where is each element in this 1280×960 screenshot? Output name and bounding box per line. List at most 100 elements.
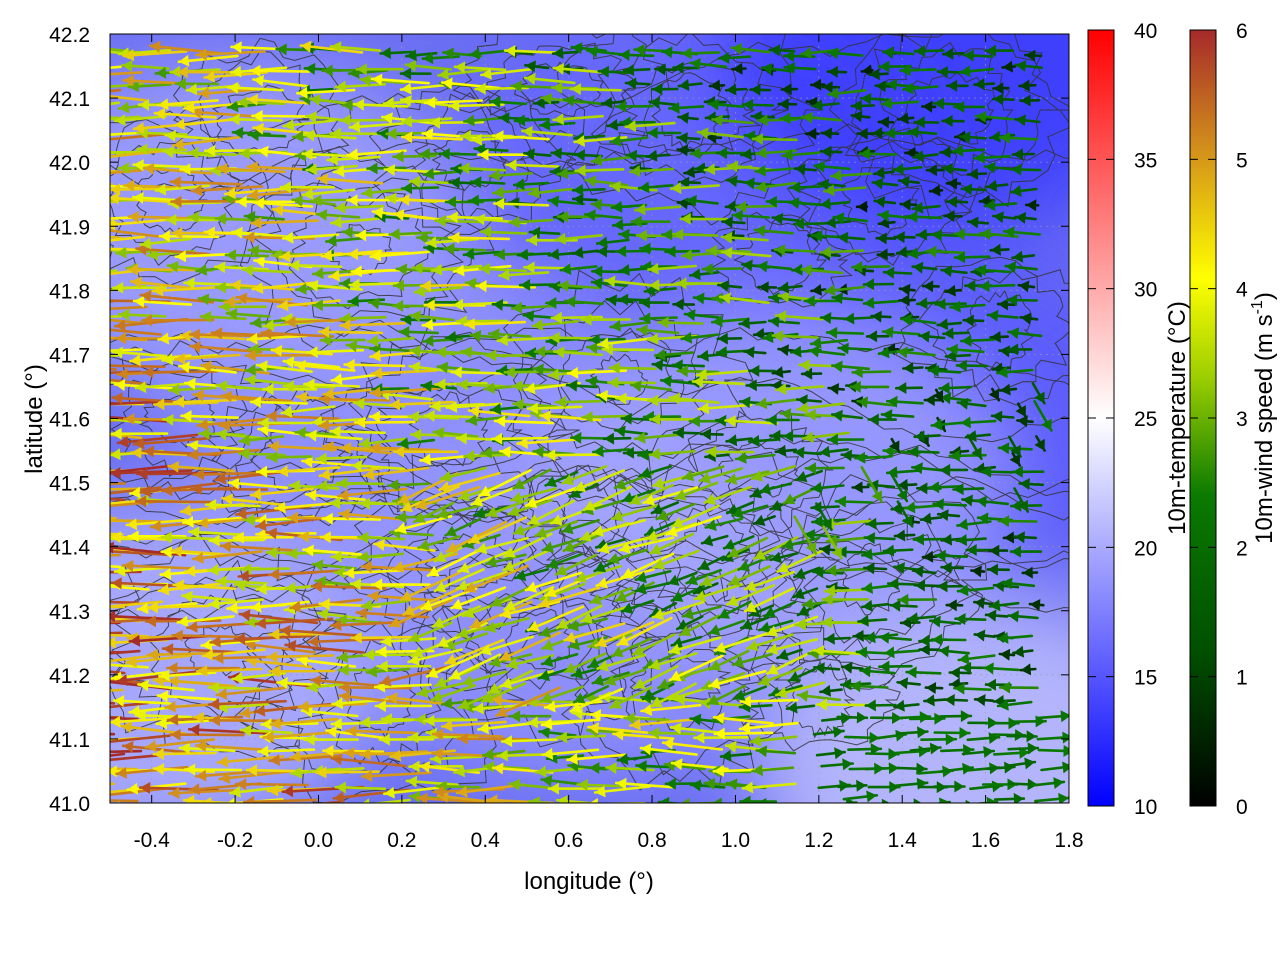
wind-arrow xyxy=(819,145,843,158)
wind-arrow xyxy=(633,431,680,444)
wind-arrow-head xyxy=(705,519,717,531)
wind-arrow-head xyxy=(702,263,713,275)
wind-arrow xyxy=(455,570,508,592)
wind-arrow-head xyxy=(465,581,477,593)
wind-arrow xyxy=(699,428,724,441)
wind-arrow xyxy=(594,802,596,803)
wind-arrow-head xyxy=(833,726,844,738)
wind-arrow xyxy=(671,359,706,372)
wind-arrow-head xyxy=(348,248,359,261)
wind-arrow xyxy=(708,649,750,671)
wind-arrow-head xyxy=(588,657,600,669)
wind-arrow-head xyxy=(369,410,380,423)
wind-arrow-head xyxy=(1022,566,1033,579)
wind-arrow xyxy=(284,581,336,594)
wind-arrow-head xyxy=(852,366,863,379)
wind-arrow-head xyxy=(673,426,685,439)
wind-arrow-head xyxy=(1000,131,1011,144)
wind-arrow-head xyxy=(522,125,533,138)
wind-arrow-head xyxy=(133,159,144,172)
wind-arrow-head xyxy=(960,131,971,144)
wind-arrow-head xyxy=(436,780,447,793)
wind-arrow-head xyxy=(797,394,808,407)
wind-arrow-head xyxy=(394,445,405,458)
wind-arrow-head xyxy=(424,714,435,727)
wind-arrow-head xyxy=(191,106,202,119)
wind-arrow xyxy=(1012,645,1034,658)
wind-arrow-shaft xyxy=(416,796,489,803)
wind-arrow xyxy=(928,184,944,197)
wind-arrow-head xyxy=(153,674,164,687)
wind-arrow-head xyxy=(608,376,619,389)
wind-arrow xyxy=(369,386,440,399)
wind-arrow-head xyxy=(296,391,308,404)
wind-arrow-head xyxy=(126,518,138,531)
wind-arrow-head xyxy=(280,181,291,194)
wind-arrow xyxy=(491,130,550,143)
wind-arrow-head xyxy=(940,146,951,159)
wind-arrow-shaft xyxy=(378,664,453,685)
wind-arrow-head xyxy=(540,118,551,131)
wind-arrow-head xyxy=(183,515,194,528)
wind-arrow-shaft xyxy=(306,637,384,644)
wind-arrow xyxy=(437,471,501,493)
wind-arrow-head xyxy=(317,608,329,621)
wind-arrow-head xyxy=(792,263,803,276)
wind-arrow-head xyxy=(906,666,917,679)
wind-arrow-head xyxy=(741,618,753,630)
wind-arrow-head xyxy=(340,277,351,290)
wind-arrow-head xyxy=(1000,681,1011,694)
wind-arrow-head xyxy=(740,396,751,409)
wind-arrow xyxy=(795,394,823,407)
wind-arrow-head xyxy=(997,366,1008,379)
wind-arrow xyxy=(566,753,627,765)
contour-line xyxy=(212,84,310,155)
wind-arrow-head xyxy=(338,664,349,677)
wind-arrow-head xyxy=(777,649,789,661)
wind-arrow xyxy=(282,356,341,369)
wind-arrow-head xyxy=(497,749,508,762)
wind-arrow xyxy=(918,643,941,656)
wind-arrow xyxy=(303,378,361,391)
wind-arrow-head xyxy=(194,468,205,481)
wind-arrow-head xyxy=(387,692,398,705)
wind-arrow-head xyxy=(246,764,257,777)
wind-arrow-shaft xyxy=(463,564,529,593)
wind-arrow xyxy=(479,226,528,239)
wind-arrow xyxy=(447,231,511,244)
wind-arrow-head xyxy=(1018,280,1030,293)
wind-arrow-head xyxy=(540,692,553,704)
wind-arrow xyxy=(479,635,535,656)
wind-arrow-head xyxy=(1026,730,1037,743)
wind-arrow xyxy=(749,734,798,747)
wind-arrow-head xyxy=(999,345,1010,358)
wind-arrow xyxy=(520,125,574,138)
contour-line xyxy=(110,123,1069,194)
wind-arrow-head xyxy=(196,740,207,753)
wind-arrow xyxy=(562,532,604,553)
wind-arrow xyxy=(483,616,530,633)
wind-arrow-head xyxy=(307,279,319,292)
wind-arrow xyxy=(110,600,140,605)
wind-arrow xyxy=(115,765,189,779)
wind-arrow xyxy=(402,586,464,616)
wind-arrow-shaft xyxy=(191,550,263,561)
wind-arrow xyxy=(110,499,142,505)
wind-arrow xyxy=(893,798,924,803)
wind-arrow-head xyxy=(302,455,313,468)
wind-arrow-head xyxy=(177,615,189,628)
wind-arrow-shaft xyxy=(134,499,212,504)
wind-arrow-head xyxy=(166,213,177,226)
wind-arrow-shaft xyxy=(284,643,365,654)
wind-arrow-head xyxy=(468,405,480,418)
wind-arrow xyxy=(608,686,653,710)
wind-arrow-head xyxy=(90,468,101,480)
wind-arrow-head xyxy=(646,149,658,162)
wind-arrow xyxy=(1021,566,1039,579)
wind-arrow-head xyxy=(349,278,360,291)
wind-arrow xyxy=(1006,730,1038,743)
wind-arrow-shaft xyxy=(388,598,454,628)
wind-arrow-head xyxy=(169,383,180,396)
wind-arrow-shaft xyxy=(318,397,391,402)
wind-arrow-shaft xyxy=(316,177,384,185)
